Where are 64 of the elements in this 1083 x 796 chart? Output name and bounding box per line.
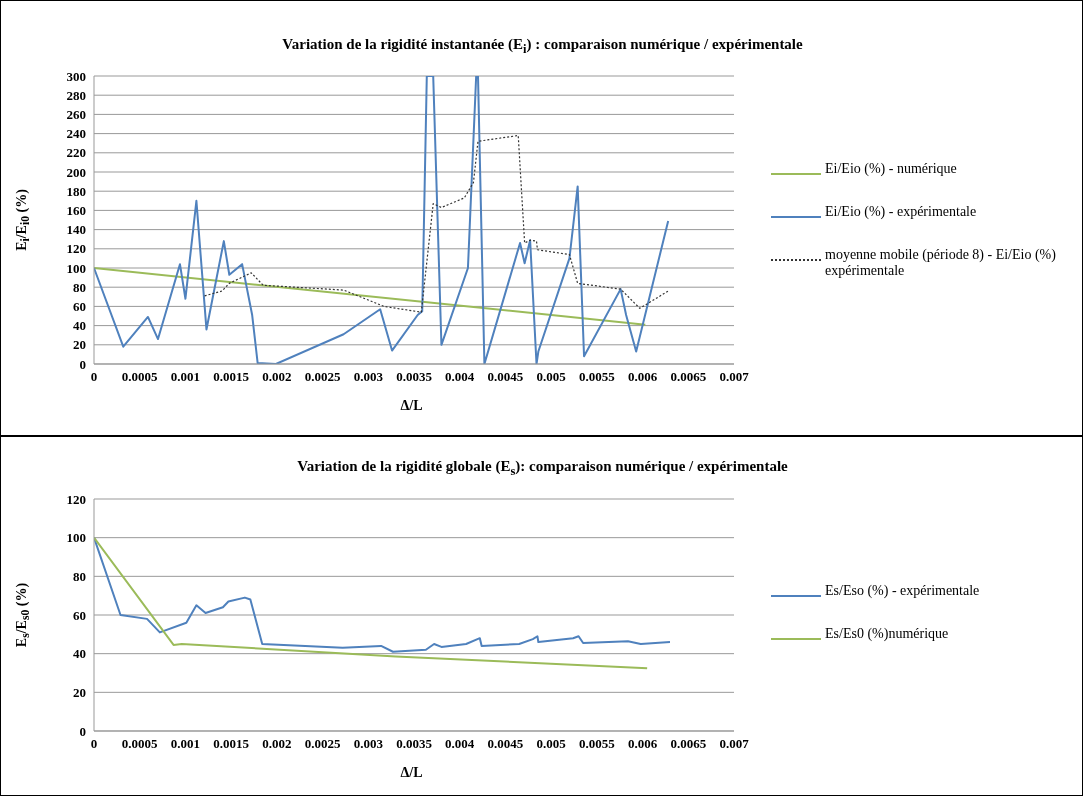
line-series xyxy=(204,134,669,313)
x-tick-label: 0.0035 xyxy=(396,736,433,752)
x-tick-label: 0.006 xyxy=(627,369,658,385)
y-tick-label: 260 xyxy=(66,107,86,123)
x-tick-label: 0.003 xyxy=(353,369,384,385)
x-tick-label: 0 xyxy=(90,369,98,385)
x-tick-label: 0.0065 xyxy=(670,736,707,752)
y-tick-label: 300 xyxy=(66,68,86,84)
y-tick-label: 120 xyxy=(66,491,86,507)
y-tick-label: 0 xyxy=(79,356,86,372)
y-tick-label: 280 xyxy=(66,87,86,103)
x-tick-label: 0.001 xyxy=(170,736,201,752)
y-tick-label: 60 xyxy=(73,299,86,315)
x-tick-label: 0.006 xyxy=(627,736,658,752)
x-tick-label: 0.0065 xyxy=(670,369,707,385)
x-tick-label: 0.0035 xyxy=(396,369,433,385)
y-tick-label: 80 xyxy=(73,279,86,295)
x-tick-label: 0.005 xyxy=(536,369,567,385)
x-tick-label: 0.0005 xyxy=(121,369,159,385)
x-axis-title: Δ/L xyxy=(399,398,424,414)
x-tick-label: 0.004 xyxy=(445,736,475,752)
legend-label: moyenne mobile (période 8) - Ei/Eio (%) expérimentale xyxy=(825,247,1057,279)
y-tick-label: 100 xyxy=(66,530,86,546)
y-tick-label: 40 xyxy=(73,646,86,662)
x-tick-label: 0.0045 xyxy=(487,369,524,385)
y-tick-label: 0 xyxy=(79,723,86,739)
x-tick-label: 0.0015 xyxy=(213,369,250,385)
line-series xyxy=(94,536,649,670)
x-tick-label: 0.003 xyxy=(353,736,384,752)
x-axis-title: Δ/L xyxy=(399,765,424,781)
legend-label: Ei/Eio (%) - numérique xyxy=(825,161,957,177)
x-tick-label: 0.001 xyxy=(170,369,201,385)
y-tick-label: 60 xyxy=(73,607,86,623)
y-tick-label: 140 xyxy=(66,222,86,238)
x-tick-label: 0.0055 xyxy=(578,369,616,385)
y-tick-label: 180 xyxy=(66,183,86,199)
x-tick-label: 0.002 xyxy=(262,736,292,752)
x-tick-label: 0 xyxy=(90,736,98,752)
y-tick-label: 80 xyxy=(73,568,86,584)
y-tick-label: 120 xyxy=(66,241,86,257)
y-tick-label: 220 xyxy=(66,145,86,161)
legend-label: Es/Es0 (%)numérique xyxy=(825,626,949,642)
x-tick-label: 0.0005 xyxy=(121,736,159,752)
y-tick-label: 20 xyxy=(73,684,86,700)
chart-title: Variation de la rigidité instantanée (E$_{i}$) : comparaison numérique / expérimentale xyxy=(281,36,804,57)
x-tick-label: 0.0025 xyxy=(304,736,341,752)
x-tick-label: 0.0045 xyxy=(487,736,524,752)
y-tick-label: 240 xyxy=(66,126,86,142)
x-tick-label: 0.0025 xyxy=(304,369,341,385)
y-tick-label: 20 xyxy=(73,337,86,353)
y-tick-label: 100 xyxy=(66,260,86,276)
y-tick-label: 160 xyxy=(66,203,86,219)
x-tick-label: 0.0015 xyxy=(213,736,250,752)
chart-title: Variation de la rigidité globale (E$_{s}$): comparaison numérique / expérimentale xyxy=(296,458,789,479)
x-tick-label: 0.007 xyxy=(719,736,750,752)
legend-label: Ei/Eio (%) - expérimentale xyxy=(825,204,977,220)
x-tick-label: 0.0055 xyxy=(578,736,616,752)
x-tick-label: 0.007 xyxy=(719,369,750,385)
x-tick-label: 0.004 xyxy=(445,369,475,385)
x-tick-label: 0.002 xyxy=(262,369,292,385)
y-tick-label: 200 xyxy=(66,164,86,180)
x-tick-label: 0.005 xyxy=(536,736,567,752)
legend-label: Es/Eso (%) - expérimentale xyxy=(825,583,980,599)
y-tick-label: 40 xyxy=(73,318,86,334)
